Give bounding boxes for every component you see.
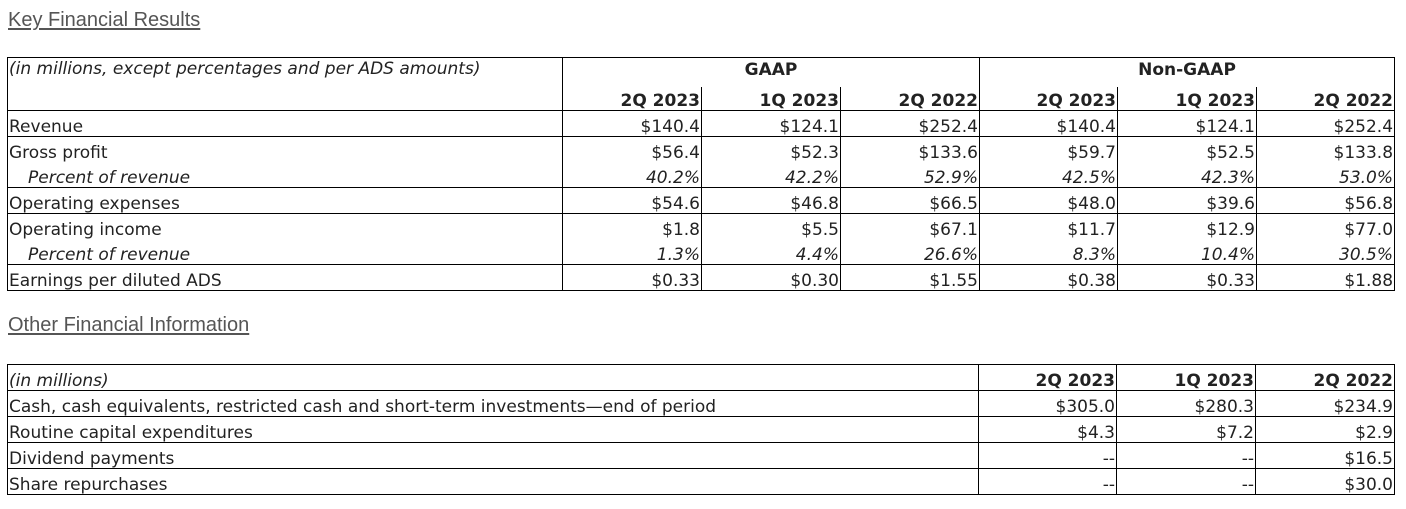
table-cell: $133.8: [1255, 136, 1396, 162]
table-cell: --: [1116, 442, 1256, 469]
table-cell: $252.4: [1255, 110, 1396, 137]
table-row: Routine capital expenditures $4.3 $7.2 $…: [7, 416, 1395, 443]
table-cell: $1.55: [840, 264, 980, 291]
table-cell: 30.5%: [1255, 239, 1396, 265]
non-gaap-group-header: Non-GAAP: [978, 57, 1396, 87]
table-cell: --: [978, 442, 1117, 469]
other-financial-information-heading: Other Financial Information: [8, 314, 250, 336]
column-header: 1Q 2023: [1116, 364, 1256, 391]
table-row: Revenue $140.4 $124.1 $252.4 $140.4 $124…: [7, 110, 1396, 137]
table-cell: $46.8: [701, 187, 841, 214]
key-financial-results-table: (in millions, except percentages and per…: [7, 57, 1396, 291]
row-label: Cash, cash equivalents, restricted cash …: [7, 390, 979, 417]
row-label: Percent of revenue: [7, 162, 563, 188]
table-cell: 1.3%: [562, 239, 702, 265]
table-cell: 8.3%: [979, 239, 1118, 265]
table-cell: $11.7: [979, 213, 1118, 239]
row-label: Operating income: [7, 213, 563, 239]
table-row: Share repurchases -- -- $30.0: [7, 468, 1395, 495]
table-row: Operating expenses $54.6 $46.8 $66.5 $48…: [7, 187, 1396, 214]
column-header: 1Q 2023: [1117, 87, 1257, 111]
table-cell: $124.1: [1117, 110, 1257, 137]
table-cell: $140.4: [562, 110, 702, 137]
table-cell: 52.9%: [840, 162, 980, 188]
table-cell: $5.5: [701, 213, 841, 239]
table-cell: $252.4: [840, 110, 980, 137]
table-cell: $305.0: [978, 390, 1117, 417]
table-cell: $2.9: [1255, 416, 1395, 443]
table-cell: $59.7: [979, 136, 1118, 162]
row-label: Share repurchases: [7, 468, 979, 495]
table-row: Dividend payments -- -- $16.5: [7, 442, 1395, 469]
column-header: 1Q 2023: [701, 87, 841, 111]
table-cell: $56.4: [562, 136, 702, 162]
table-cell: $67.1: [840, 213, 980, 239]
table-row: Percent of revenue 40.2% 42.2% 52.9% 42.…: [7, 162, 1396, 188]
table-row: Earnings per diluted ADS $0.33 $0.30 $1.…: [7, 264, 1396, 291]
row-label: Percent of revenue: [7, 239, 563, 265]
table-cell: $133.6: [840, 136, 980, 162]
table-cell: 10.4%: [1117, 239, 1257, 265]
table-cell: 42.3%: [1117, 162, 1257, 188]
row-label: Routine capital expenditures: [7, 416, 979, 443]
row-label: Earnings per diluted ADS: [7, 264, 563, 291]
other-financial-information-table: (in millions) 2Q 2023 1Q 2023 2Q 2022 Ca…: [7, 364, 1395, 495]
table-cell: $0.33: [1117, 264, 1257, 291]
table-cell: 42.2%: [701, 162, 841, 188]
key-financial-results-heading: Key Financial Results: [8, 9, 201, 31]
table-cell: $30.0: [1255, 468, 1395, 495]
table-caption: (in millions): [7, 364, 979, 391]
table-cell: $280.3: [1116, 390, 1256, 417]
gaap-group-header: GAAP: [562, 57, 980, 87]
table-cell: 4.4%: [701, 239, 841, 265]
row-label: Dividend payments: [7, 442, 979, 469]
table-cell: $0.38: [979, 264, 1118, 291]
table-cell: $4.3: [978, 416, 1117, 443]
table-cell: $54.6: [562, 187, 702, 214]
table-cell: --: [978, 468, 1117, 495]
table-cell: 42.5%: [979, 162, 1118, 188]
table-row: Gross profit $56.4 $52.3 $133.6 $59.7 $5…: [7, 136, 1396, 162]
table-cell: --: [1116, 468, 1256, 495]
column-header: 2Q 2023: [562, 87, 702, 111]
table-cell: $0.33: [562, 264, 702, 291]
column-header-row: (in millions) 2Q 2023 1Q 2023 2Q 2022: [7, 364, 1395, 391]
group-header-row: (in millions, except percentages and per…: [7, 57, 1396, 111]
row-label: Revenue: [7, 110, 563, 137]
table-row: Cash, cash equivalents, restricted cash …: [7, 390, 1395, 417]
table-cell: $39.6: [1117, 187, 1257, 214]
column-header: 2Q 2022: [1255, 87, 1396, 111]
table-cell: $12.9: [1117, 213, 1257, 239]
row-label: Gross profit: [7, 136, 563, 162]
table-cell: $7.2: [1116, 416, 1256, 443]
table-row: Percent of revenue 1.3% 4.4% 26.6% 8.3% …: [7, 239, 1396, 265]
row-label: Operating expenses: [7, 187, 563, 214]
table-cell: $48.0: [979, 187, 1118, 214]
table-cell: $234.9: [1255, 390, 1395, 417]
table-cell: $16.5: [1255, 442, 1395, 469]
table-cell: $1.88: [1255, 264, 1396, 291]
column-header: 2Q 2023: [979, 87, 1118, 111]
table-cell: $56.8: [1255, 187, 1396, 214]
table-cell: $66.5: [840, 187, 980, 214]
column-header: 2Q 2022: [840, 87, 980, 111]
column-header: 2Q 2023: [978, 364, 1117, 391]
table-row: Operating income $1.8 $5.5 $67.1 $11.7 $…: [7, 213, 1396, 239]
table-cell: $52.3: [701, 136, 841, 162]
table-cell: 53.0%: [1255, 162, 1396, 188]
table-cell: $0.30: [701, 264, 841, 291]
table-caption: (in millions, except percentages and per…: [7, 57, 563, 111]
table-cell: $77.0: [1255, 213, 1396, 239]
table-cell: $52.5: [1117, 136, 1257, 162]
table-cell: $1.8: [562, 213, 702, 239]
table-cell: $124.1: [701, 110, 841, 137]
table-cell: 40.2%: [562, 162, 702, 188]
table-cell: $140.4: [979, 110, 1118, 137]
column-header: 2Q 2022: [1255, 364, 1395, 391]
table-cell: 26.6%: [840, 239, 980, 265]
